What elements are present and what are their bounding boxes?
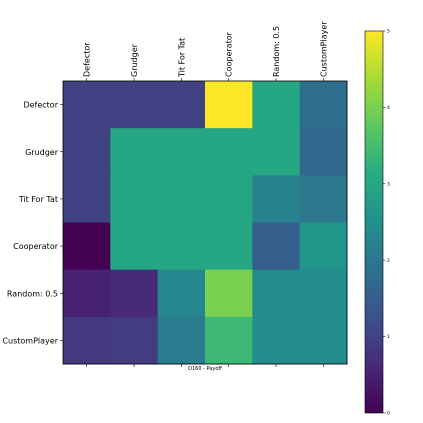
heatmap-cell [299,81,348,129]
column-label: Grudger [130,43,139,77]
heatmap-cell [252,222,301,271]
heatmap-cell [252,128,301,176]
colorbar-gradient [364,30,384,414]
heatmap-cell [63,222,111,271]
heatmap-cell [205,128,253,176]
heatmap-cell [157,175,206,223]
column-labels: Defector Grudger Tit For Tat Cooperator Rand… [83,21,328,367]
heatmap-cell [63,128,111,176]
colorbar-tick-label: 2 [387,258,390,264]
colorbar-tick-label: 4 [387,105,390,111]
colorbar-tick-label: 1 [387,334,390,340]
row-label: Grudger [25,148,59,157]
column-label: Cooperator [225,31,234,77]
heatmap-cell [110,175,159,223]
heatmap-cell [63,269,111,318]
row-label: Random: 0.5 [7,289,58,298]
heatmap-cell [110,316,159,365]
column-label: CustomPlayer [319,21,328,77]
row-label: Tit For Tat [18,195,58,204]
column-label: Defector [83,42,92,77]
heatmap-cell [63,175,111,223]
heatmap-cell [205,269,253,318]
heatmap-cell [252,81,301,129]
column-label: Random: 0.5 [272,26,281,77]
heatmap-cell [252,269,301,318]
row-labels: Defector Grudger Tit For Tat Cooperator Rand… [2,101,63,345]
heatmap-cell [110,128,159,176]
heatmap-cell [299,269,348,318]
heatmap-cell [157,222,206,271]
heatmap-cell [299,316,348,365]
heatmap-cell [252,175,301,223]
heatmap-cell [205,222,253,271]
heatmap-cell [157,269,206,318]
heatmap-cells [63,81,348,365]
heatmap-cell [299,128,348,176]
x-axis-label: D160 - Payoff [188,366,222,372]
heatmap-cell [157,128,206,176]
colorbar: 0 1 2 3 4 5 [364,29,390,417]
colorbar-ticks: 0 1 2 3 4 5 [383,29,390,417]
heatmap-cell [110,269,159,318]
plot-frame [62,80,348,365]
heatmap-cell [157,316,206,365]
heatmap-cell [299,222,348,271]
heatmap-cell [299,175,348,223]
heatmap-cell [205,81,253,129]
colorbar-tick-label: 3 [387,181,390,187]
heatmap-cell [110,222,159,271]
heatmap-cell [63,316,111,365]
heatmap-cell [63,81,111,129]
heatmap-cell [205,316,253,365]
row-label: Defector [23,101,58,110]
colorbar-tick-label: 0 [387,411,390,417]
heatmap-cell [110,81,159,129]
heatmap-cell [157,81,206,129]
row-label: Cooperator [13,242,59,251]
row-label: CustomPlayer [2,336,58,345]
colorbar-tick-label: 5 [387,29,390,35]
column-label: Tit For Tat [177,38,186,78]
heatmap-cell [252,316,301,365]
heatmap-cell [205,175,253,223]
